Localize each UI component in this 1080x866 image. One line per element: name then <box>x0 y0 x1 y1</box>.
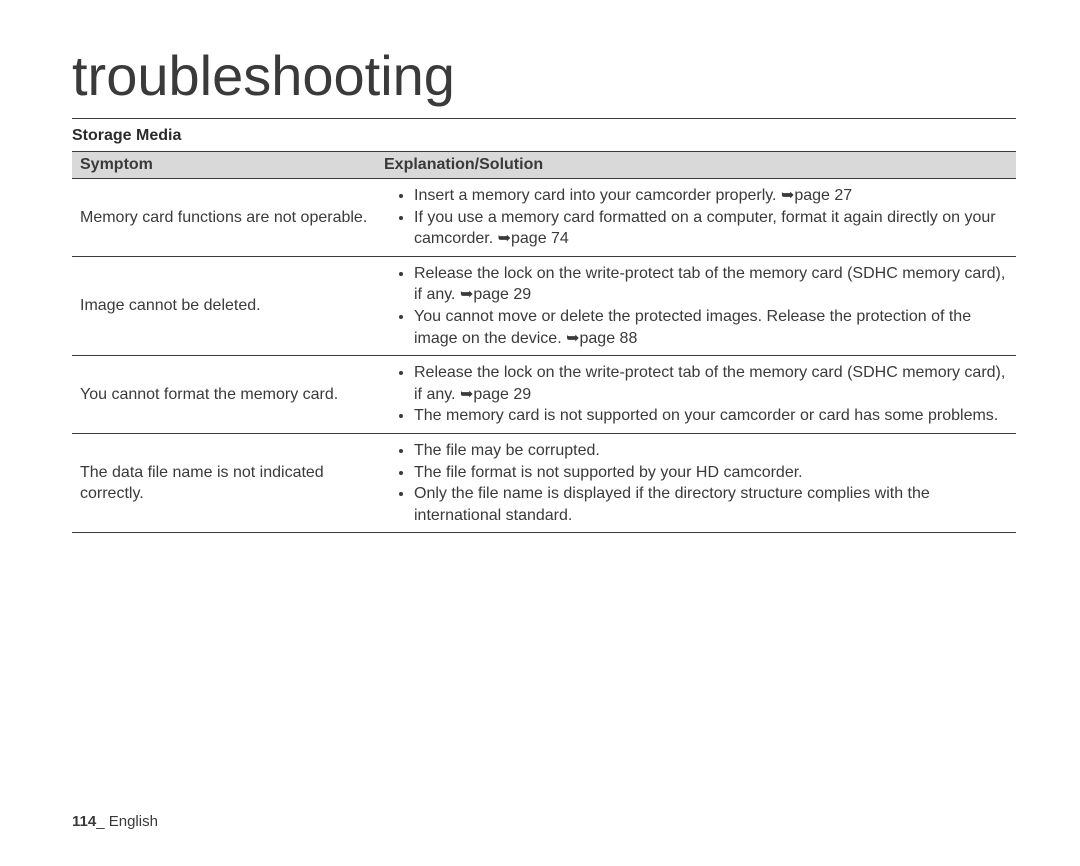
table-row: You cannot format the memory card. Relea… <box>72 356 1016 434</box>
table-header-row: Symptom Explanation/Solution <box>72 152 1016 179</box>
manual-page: troubleshooting Storage Media Symptom Ex… <box>0 0 1080 866</box>
col-header-solution: Explanation/Solution <box>376 152 1016 179</box>
table-row: The data file name is not indicated corr… <box>72 433 1016 532</box>
symptom-cell: The data file name is not indicated corr… <box>72 433 376 532</box>
list-item: Only the file name is displayed if the d… <box>414 483 1008 526</box>
footer-lang: English <box>109 813 158 830</box>
table-row: Memory card functions are not operable. … <box>72 179 1016 257</box>
list-item: Release the lock on the write-protect ta… <box>414 263 1008 306</box>
symptom-cell: Memory card functions are not operable. <box>72 179 376 257</box>
symptom-cell: Image cannot be deleted. <box>72 256 376 355</box>
symptom-cell: You cannot format the memory card. <box>72 356 376 434</box>
page-title: troubleshooting <box>72 48 1016 104</box>
table-row: Image cannot be deleted. Release the loc… <box>72 256 1016 355</box>
solution-list: Release the lock on the write-protect ta… <box>384 362 1008 427</box>
col-header-symptom: Symptom <box>72 152 376 179</box>
solution-list: Release the lock on the write-protect ta… <box>384 263 1008 349</box>
page-footer: 114_ English <box>72 813 158 830</box>
solution-list: Insert a memory card into your camcorder… <box>384 185 1008 250</box>
list-item: The file may be corrupted. <box>414 440 1008 462</box>
page-number: 114 <box>72 813 96 830</box>
list-item: Release the lock on the write-protect ta… <box>414 362 1008 405</box>
solution-list: The file may be corrupted. The file form… <box>384 440 1008 526</box>
solution-cell: Release the lock on the write-protect ta… <box>376 256 1016 355</box>
list-item: You cannot move or delete the protected … <box>414 306 1008 349</box>
solution-cell: The file may be corrupted. The file form… <box>376 433 1016 532</box>
section-label: Storage Media <box>72 127 1016 145</box>
list-item: The file format is not supported by your… <box>414 462 1008 484</box>
list-item: If you use a memory card formatted on a … <box>414 207 1008 250</box>
list-item: Insert a memory card into your camcorder… <box>414 185 1008 207</box>
list-item: The memory card is not supported on your… <box>414 405 1008 427</box>
footer-sep: _ <box>96 813 109 830</box>
troubleshooting-table: Symptom Explanation/Solution Memory card… <box>72 151 1016 533</box>
solution-cell: Insert a memory card into your camcorder… <box>376 179 1016 257</box>
solution-cell: Release the lock on the write-protect ta… <box>376 356 1016 434</box>
title-rule <box>72 118 1016 119</box>
